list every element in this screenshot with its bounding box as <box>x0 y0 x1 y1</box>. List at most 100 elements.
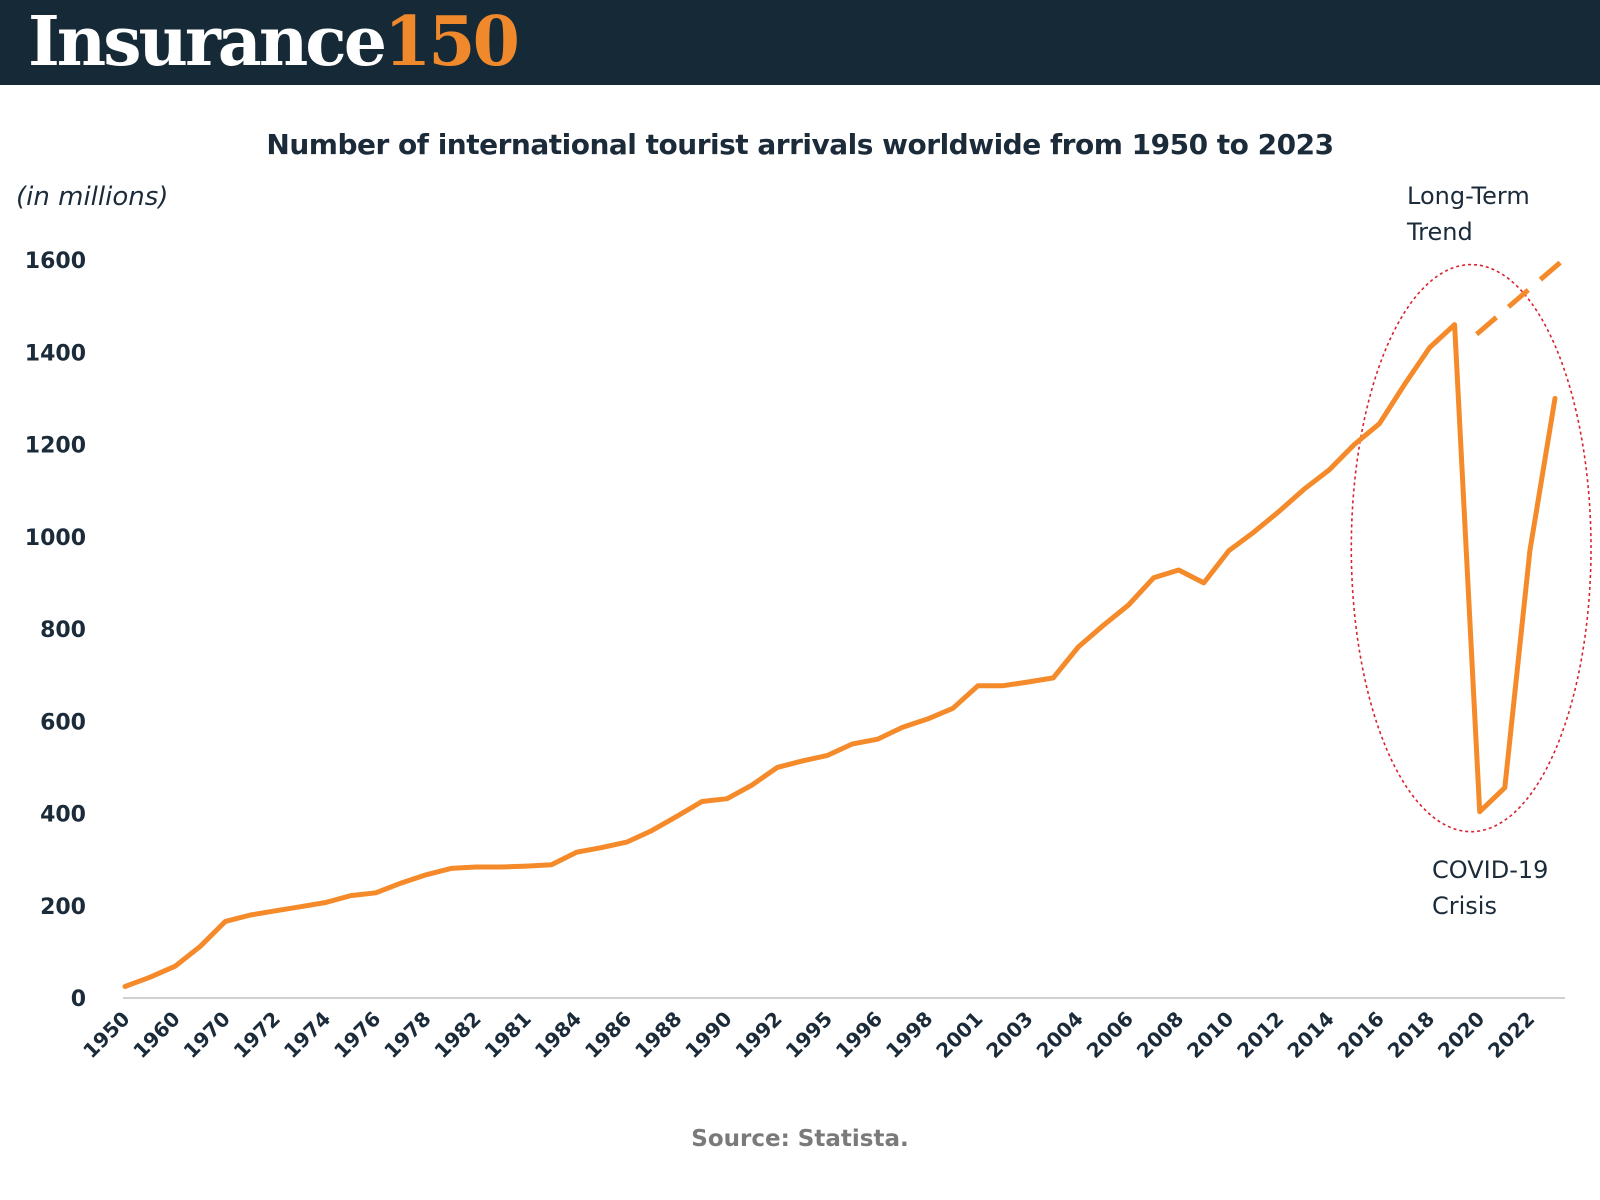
data-point <box>825 753 830 758</box>
data-point <box>1126 603 1131 608</box>
data-point <box>1477 809 1482 814</box>
data-point <box>1327 467 1332 472</box>
y-tick-label: 1000 <box>25 526 86 551</box>
x-tick-label: 2014 <box>1282 1007 1338 1063</box>
long-term-trend-line <box>1475 253 1570 337</box>
data-point <box>524 864 529 869</box>
x-tick-label: 2020 <box>1433 1007 1489 1063</box>
x-tick-label: 1976 <box>329 1007 385 1063</box>
y-axis-ticks: 0 200 400 600 800 1000 1200 1400 1600 <box>25 249 86 1012</box>
data-point <box>198 944 203 949</box>
x-tick-label: 1974 <box>279 1007 335 1063</box>
data-point <box>674 814 679 819</box>
x-tick-label: 2016 <box>1333 1007 1389 1063</box>
x-tick-label: 1950 <box>78 1007 134 1063</box>
data-point <box>624 840 629 845</box>
logo-word: Insurance <box>28 2 387 82</box>
data-point <box>1176 568 1181 573</box>
x-tick-label: 1995 <box>781 1007 837 1063</box>
brand-logo: Insurance150 <box>28 2 520 82</box>
data-point <box>800 758 805 763</box>
y-axis-unit-label: (in millions) <box>16 182 169 212</box>
data-point <box>323 900 328 905</box>
data-point <box>1502 785 1507 790</box>
annotation-long-term-trend: Long-Term Trend <box>1407 182 1530 246</box>
x-tick-label: 1970 <box>179 1007 235 1063</box>
series-points <box>123 322 1558 989</box>
data-point <box>549 862 554 867</box>
logo-number: 150 <box>383 2 520 82</box>
data-point <box>925 716 930 721</box>
data-point <box>424 872 429 877</box>
y-tick-label: 200 <box>40 895 86 920</box>
data-point <box>1076 645 1081 650</box>
series-line-tourist-arrivals <box>122 322 1558 989</box>
data-point <box>1201 580 1206 585</box>
data-point <box>1427 345 1432 350</box>
data-point <box>950 706 955 711</box>
x-tick-label: 1986 <box>580 1007 636 1063</box>
data-point <box>474 865 479 870</box>
data-point <box>273 908 278 913</box>
data-point <box>1001 683 1006 688</box>
data-point <box>1527 548 1532 553</box>
data-point <box>499 865 504 870</box>
data-point <box>1051 675 1056 680</box>
data-point <box>348 893 353 898</box>
x-tick-label: 1978 <box>379 1007 435 1063</box>
data-point <box>1026 680 1031 685</box>
y-tick-label: 0 <box>71 987 86 1012</box>
x-tick-label: 1998 <box>881 1007 937 1063</box>
data-point <box>173 964 178 969</box>
header-bar: Insurance150 <box>0 0 1600 85</box>
chart-title: Number of international tourist arrivals… <box>266 128 1334 161</box>
data-point <box>750 782 755 787</box>
source-note: Source: Statista. <box>691 1126 909 1152</box>
data-point <box>1226 548 1231 553</box>
data-point <box>725 796 730 801</box>
x-axis-ticks: 1950196019701972197419761978198219811984… <box>78 1007 1539 1063</box>
data-point <box>1377 421 1382 426</box>
covid-highlight-ellipse <box>1351 265 1591 832</box>
data-point <box>1277 509 1282 514</box>
x-tick-label: 1982 <box>429 1007 485 1063</box>
data-point <box>1402 382 1407 387</box>
data-point <box>850 741 855 746</box>
x-tick-label: 2001 <box>931 1007 987 1063</box>
data-point <box>574 850 579 855</box>
data-point <box>599 845 604 850</box>
x-tick-label: 2010 <box>1182 1007 1238 1063</box>
data-point <box>449 866 454 871</box>
x-tick-label: 2022 <box>1483 1007 1539 1063</box>
data-point <box>1101 623 1106 628</box>
data-point <box>976 683 981 688</box>
x-tick-label: 1981 <box>480 1007 536 1063</box>
y-tick-label: 800 <box>40 618 86 643</box>
data-point <box>1251 530 1256 535</box>
annotation-covid-crisis: COVID-19 Crisis <box>1432 856 1549 920</box>
x-tick-label: 2012 <box>1232 1007 1288 1063</box>
y-tick-label: 1600 <box>25 249 86 274</box>
data-point <box>373 890 378 895</box>
x-tick-label: 1988 <box>630 1007 686 1063</box>
data-point <box>700 799 705 804</box>
x-tick-label: 1990 <box>680 1007 736 1063</box>
data-point <box>875 737 880 742</box>
data-point <box>775 765 780 770</box>
data-point <box>1302 487 1307 492</box>
data-point <box>298 904 303 909</box>
data-point <box>248 913 253 918</box>
x-tick-label: 2004 <box>1032 1007 1088 1063</box>
x-tick-label: 2008 <box>1132 1007 1188 1063</box>
x-tick-label: 1984 <box>530 1007 586 1063</box>
x-tick-label: 1996 <box>831 1007 887 1063</box>
y-tick-label: 1200 <box>25 434 86 459</box>
y-tick-label: 1400 <box>25 341 86 366</box>
data-point <box>1352 442 1357 447</box>
data-point <box>223 919 228 924</box>
data-point <box>649 828 654 833</box>
x-tick-label: 2003 <box>981 1007 1037 1063</box>
data-point <box>123 984 128 989</box>
data-point <box>148 975 153 980</box>
